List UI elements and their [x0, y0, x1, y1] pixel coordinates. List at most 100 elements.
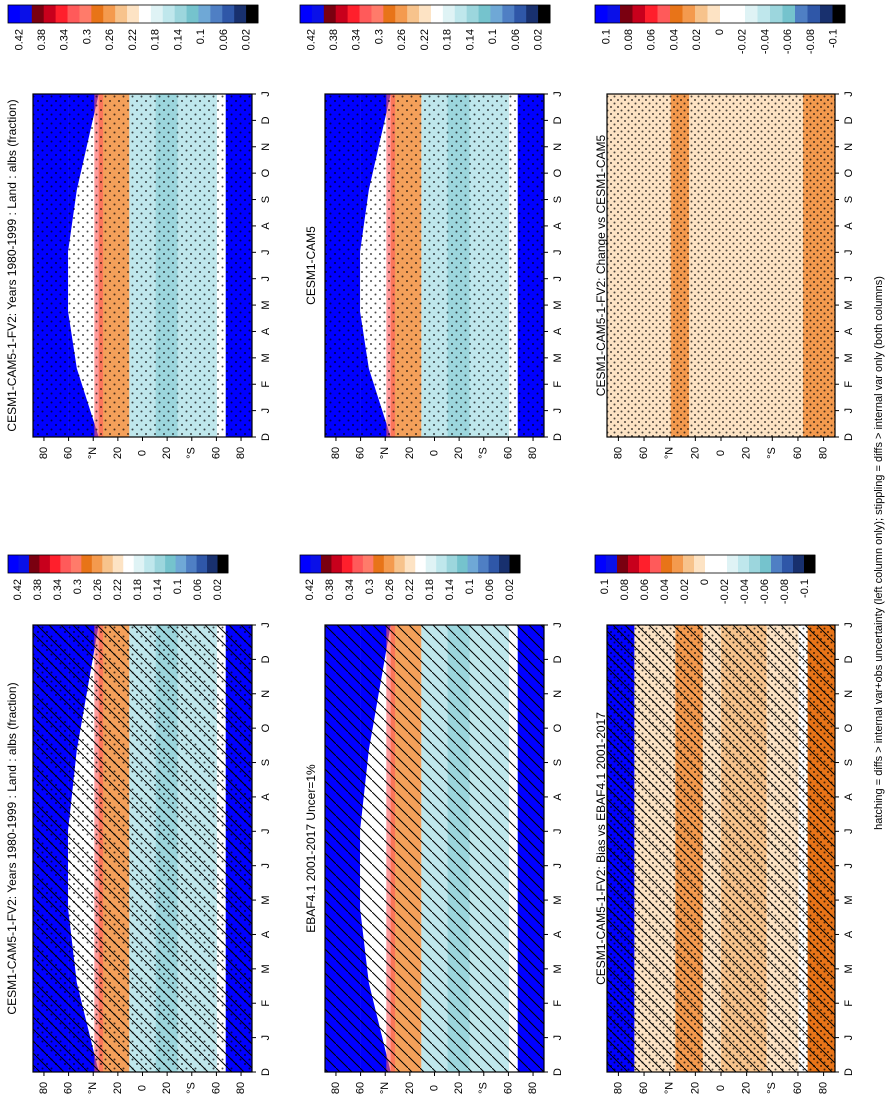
colorbar-swatch: [795, 5, 808, 23]
colorbar-swatch: [186, 555, 198, 573]
colorbar-swatch: [246, 5, 259, 23]
month-label: O: [552, 168, 564, 177]
colorbar-swatch: [749, 555, 761, 573]
colorbar-swatch: [770, 5, 783, 23]
lat-label: °S: [186, 447, 198, 459]
month-label: O: [843, 168, 855, 177]
colorbar-label: 0.04: [659, 579, 671, 600]
lat-label: 60: [638, 447, 650, 459]
month-label: J: [843, 91, 855, 97]
colorbar-swatch: [617, 555, 629, 573]
lat-label: °N: [664, 447, 676, 459]
colorbar-swatch: [39, 555, 51, 573]
colorbar-label: 0: [699, 579, 711, 585]
month-label: M: [843, 300, 855, 309]
colorbar-label: 0.22: [112, 579, 124, 600]
lat-label: 60: [502, 447, 514, 459]
colorbar-label: 0.26: [92, 579, 104, 600]
panel-title: CESM1-CAM5-1-FV2: Years 1980-1999 : Land…: [5, 682, 19, 1014]
colorbar-label: 0.06: [510, 29, 522, 50]
colorbar-swatch: [466, 5, 480, 23]
colorbar-swatch: [672, 555, 684, 573]
colorbar-swatch: [782, 555, 794, 573]
colorbar-label: 0.42: [305, 29, 317, 50]
colorbar-label: -0.1: [799, 579, 811, 598]
colorbar-swatch: [310, 555, 322, 573]
lat-label: 20: [161, 447, 173, 459]
month-label: J: [552, 622, 564, 628]
colorbar-swatch: [174, 5, 188, 23]
colorbar-label: 0.18: [132, 579, 144, 600]
lat-label: 60: [354, 447, 366, 459]
colorbar-label: 0.26: [384, 579, 396, 600]
colorbar-swatch: [154, 555, 166, 573]
lat-label: 0: [136, 450, 148, 456]
colorbar-swatch: [595, 5, 608, 23]
month-label: D: [552, 116, 564, 124]
colorbar-label: 0.02: [679, 579, 691, 600]
colorbar-swatch: [55, 5, 69, 23]
month-label: M: [260, 300, 272, 309]
lat-label: 80: [612, 1082, 624, 1094]
colorbar-swatch: [820, 5, 833, 23]
month-label: M: [843, 964, 855, 973]
colorbar-label: 0.18: [150, 29, 162, 50]
colorbar-swatch: [112, 555, 124, 573]
month-label: J: [552, 250, 564, 256]
month-label: J: [552, 91, 564, 97]
colorbar-swatch: [707, 5, 721, 23]
month-label: J: [843, 829, 855, 835]
colorbar-swatch: [628, 555, 640, 573]
month-label: D: [552, 433, 564, 441]
month-label: M: [552, 353, 564, 362]
month-label: A: [843, 222, 855, 230]
colorbar-swatch: [138, 5, 152, 23]
colorbar-swatch: [650, 555, 662, 573]
colorbar-label: 0.1: [464, 579, 476, 594]
month-label: J: [260, 1035, 272, 1041]
colorbar-swatch: [620, 5, 633, 23]
colorbar-swatch: [436, 555, 448, 573]
month-label: D: [843, 116, 855, 124]
month-label: D: [552, 655, 564, 663]
month-label: M: [260, 964, 272, 973]
lat-label: 60: [502, 1082, 514, 1094]
colorbar-label: 0.34: [344, 579, 356, 600]
month-label: A: [843, 930, 855, 938]
colorbar-swatch: [645, 5, 658, 23]
colorbar-swatch: [446, 555, 458, 573]
colorbar-label: 0.34: [351, 29, 363, 50]
colorbar-swatch: [115, 5, 128, 23]
panel-cmp-model: D J F M A M J J A S O N D J 80 60 °N 20 0 20 °S 60 80 CESM1-CAM…: [299, 4, 564, 459]
lat-label: 60: [62, 1082, 74, 1094]
lat-label: 80: [612, 447, 624, 459]
colorbar-frame: [594, 4, 846, 24]
month-label: A: [552, 930, 564, 938]
lat-label: 20: [689, 1082, 701, 1094]
lat-label: 20: [453, 1082, 465, 1094]
month-label: J: [843, 622, 855, 628]
month-label: M: [552, 895, 564, 904]
colorbar-swatch: [103, 5, 116, 23]
colorbar-swatch: [31, 5, 45, 23]
colorbar-swatch: [91, 555, 103, 573]
colorbar-label: -0.08: [779, 579, 791, 604]
colorbar-swatch: [705, 555, 717, 573]
colorbar-swatch: [186, 5, 199, 23]
colorbar-swatch: [727, 555, 739, 573]
panel-test-model: D J F M A M J J A S O N D J 80 60 °N 20 0 20 °S 60 80 CESM1-CAM…: [5, 4, 272, 459]
month-label: D: [260, 433, 272, 441]
lat-label: °N: [664, 1082, 676, 1094]
month-label: O: [260, 723, 272, 732]
colorbar-label: -0.02: [719, 579, 731, 604]
colorbar-frame: [299, 554, 521, 574]
month-label: N: [843, 690, 855, 698]
lat-label: 20: [112, 447, 124, 459]
colorbar-label: -0.06: [782, 29, 794, 54]
month-label: D: [260, 116, 272, 124]
colorbar-swatch: [300, 5, 313, 23]
colorbar-swatch: [716, 555, 728, 573]
colorbar-label: 0.02: [533, 29, 545, 50]
lat-label: °S: [766, 1082, 778, 1094]
